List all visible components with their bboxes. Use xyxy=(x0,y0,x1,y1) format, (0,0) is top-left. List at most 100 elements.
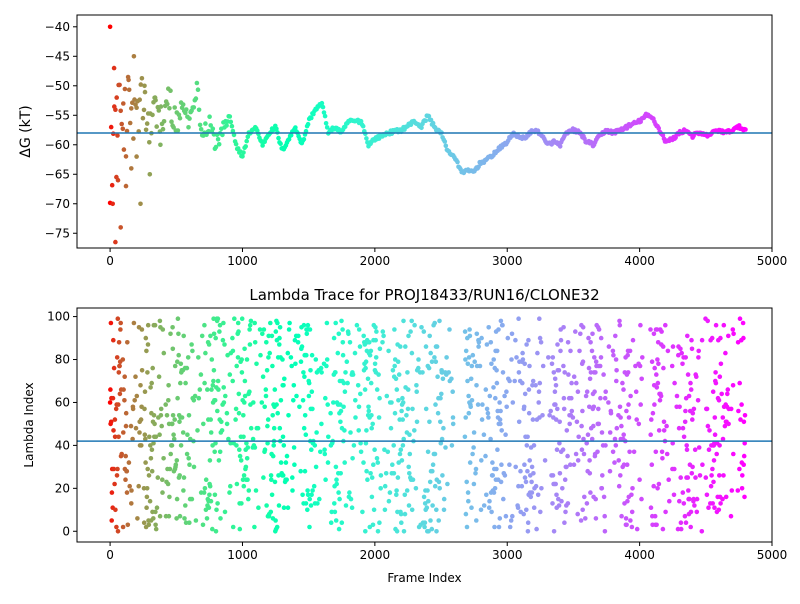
delta-g-point xyxy=(120,126,126,132)
lambda-point xyxy=(372,361,378,367)
delta-g-axes-frame xyxy=(76,14,773,249)
lambda-point xyxy=(725,391,730,397)
lambda-point xyxy=(156,374,162,380)
lambda-point xyxy=(508,518,514,523)
lambda-point xyxy=(509,357,514,362)
lambda-point xyxy=(206,342,212,347)
lambda-point xyxy=(313,357,319,362)
lambda-point xyxy=(424,505,430,511)
lambda-point xyxy=(558,348,563,354)
lambda-point xyxy=(493,395,498,401)
lambda-point xyxy=(200,522,206,528)
lambda-point xyxy=(439,391,444,397)
lambda-point xyxy=(306,393,312,399)
lambda-point xyxy=(403,344,408,349)
lambda-point xyxy=(553,402,558,407)
lambda-point xyxy=(260,374,266,380)
lambda-point xyxy=(334,477,339,483)
lambda-point xyxy=(346,331,351,337)
lambda-point xyxy=(139,443,144,448)
lambda-point xyxy=(385,449,391,455)
x-tick-label: 2000 xyxy=(360,548,391,562)
lambda-point xyxy=(603,389,608,395)
lambda-point xyxy=(575,389,581,395)
lambda-point xyxy=(526,387,532,392)
lambda-point xyxy=(633,363,638,369)
lambda-point xyxy=(670,344,676,349)
lambda-point xyxy=(494,368,499,373)
lambda-point xyxy=(654,522,659,528)
lambda-point xyxy=(240,477,246,483)
lambda-point xyxy=(267,350,273,356)
delta-g-point xyxy=(152,95,158,100)
lambda-point xyxy=(129,488,134,493)
delta-g-point xyxy=(121,101,126,106)
lambda-point xyxy=(425,488,430,493)
lambda-point xyxy=(305,507,310,513)
lambda-point xyxy=(383,471,389,476)
lambda-point xyxy=(333,370,338,375)
lambda-x-ticks: 0 1000 2000 3000 4000 5000 xyxy=(106,542,787,562)
lambda-point xyxy=(480,402,485,407)
lambda-point xyxy=(471,481,477,487)
lambda-point xyxy=(600,473,605,478)
lambda-point xyxy=(580,359,586,365)
lambda-point xyxy=(305,492,311,498)
delta-g-point xyxy=(227,114,233,119)
lambda-point xyxy=(211,316,216,322)
lambda-point xyxy=(430,462,436,468)
lambda-point xyxy=(463,348,469,354)
lambda-point xyxy=(450,421,456,427)
lambda-point xyxy=(502,393,507,399)
lambda-point xyxy=(540,413,545,418)
lambda-point xyxy=(341,404,346,410)
lambda-point xyxy=(522,361,527,367)
lambda-point xyxy=(172,363,178,369)
lambda-point xyxy=(526,337,531,343)
lambda-point xyxy=(233,417,238,422)
lambda-point xyxy=(685,475,691,480)
lambda-point xyxy=(654,372,659,377)
lambda-point xyxy=(680,361,685,367)
lambda-point xyxy=(464,524,470,530)
lambda-point xyxy=(401,318,406,324)
lambda-point xyxy=(678,475,683,480)
lambda-point xyxy=(296,333,301,339)
lambda-point xyxy=(261,327,267,332)
lambda-x-axis-label: Frame Index xyxy=(387,571,461,585)
lambda-point xyxy=(171,432,176,438)
lambda-point xyxy=(160,490,165,495)
lambda-point xyxy=(281,505,287,511)
lambda-point xyxy=(414,389,420,395)
lambda-point xyxy=(303,501,309,506)
lambda-point xyxy=(308,503,314,508)
lambda-point xyxy=(706,447,712,453)
lambda-panel: Lambda Trace for PROJ18433/RUN16/CLONE32… xyxy=(22,286,787,585)
lambda-point xyxy=(175,316,181,322)
lambda-point xyxy=(653,449,659,455)
lambda-point xyxy=(208,498,214,504)
lambda-point xyxy=(153,522,158,528)
lambda-point xyxy=(447,327,452,332)
lambda-point xyxy=(186,413,192,418)
lambda-point xyxy=(318,449,323,455)
lambda-point xyxy=(468,404,474,410)
lambda-point xyxy=(239,316,245,322)
lambda-point xyxy=(159,423,164,429)
lambda-point xyxy=(305,488,310,493)
lambda-point xyxy=(373,355,379,360)
lambda-point xyxy=(177,419,182,425)
lambda-point xyxy=(257,327,263,332)
lambda-point xyxy=(113,406,119,412)
lambda-point xyxy=(521,511,526,517)
lambda-point xyxy=(204,516,210,521)
delta-g-point xyxy=(126,87,132,93)
lambda-point xyxy=(163,402,168,407)
lambda-point xyxy=(243,464,249,470)
lambda-point xyxy=(627,449,632,455)
lambda-point xyxy=(592,355,597,360)
lambda-point xyxy=(114,355,120,360)
lambda-point xyxy=(503,513,509,519)
lambda-point xyxy=(423,344,429,349)
lambda-point xyxy=(728,406,734,412)
